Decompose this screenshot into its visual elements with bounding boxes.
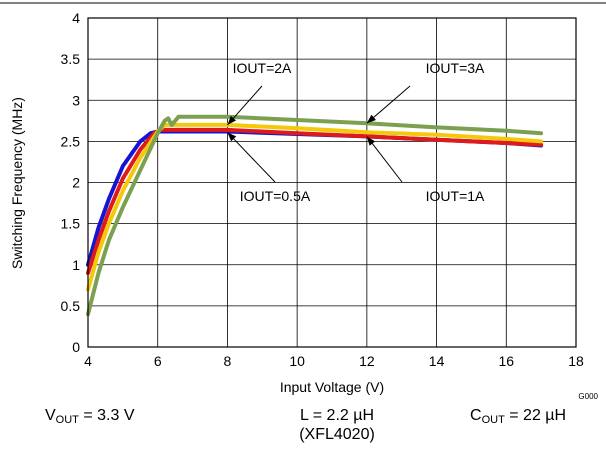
cout-subscript: OUT (481, 414, 505, 426)
vout-subscript: OUT (55, 414, 79, 426)
inductor-value: L = 2.2 µH (300, 407, 374, 424)
cout-symbol: C (470, 407, 482, 424)
annotation-label: IOUT=3A (426, 60, 485, 76)
y-axis-title: Switching Frequency (MHz) (9, 97, 25, 269)
y-tick-label: 2 (72, 175, 80, 191)
annotation-label: IOUT=0.5A (240, 188, 311, 204)
cout-value: = 22 µH (509, 407, 567, 424)
inductor-condition: L = 2.2 µH (XFL4020) (282, 406, 392, 444)
x-axis-title: Input Voltage (V) (280, 379, 384, 395)
x-tick-label: 8 (224, 353, 232, 369)
inductor-part: (XFL4020) (299, 426, 375, 443)
x-tick-label: 18 (568, 353, 584, 369)
series-line-iout-2a (86, 122, 544, 292)
cout-condition: COUT = 22 µH (470, 406, 566, 430)
plot-frame (87, 17, 577, 348)
x-tick-label: 12 (359, 353, 375, 369)
annotation-arrowhead (366, 136, 376, 146)
vout-symbol: V (45, 407, 56, 424)
annotation-label: IOUT=2A (233, 60, 292, 76)
y-tick-labels: 0 0.5 1 1.5 2 2.5 3 3.5 4 (61, 10, 81, 355)
y-tick-label: 0.5 (61, 298, 81, 314)
annotation-arrow (366, 85, 411, 124)
y-tick-label: 1 (72, 257, 80, 273)
x-tick-label: 10 (289, 353, 305, 369)
annotation-arrow (227, 131, 276, 183)
x-tick-label: 14 (429, 353, 445, 369)
series-group (86, 114, 544, 317)
x-tick-label: 4 (84, 353, 92, 369)
x-tick-labels: 4 6 8 10 12 14 16 18 (84, 353, 584, 369)
y-tick-label: 1.5 (61, 216, 81, 232)
y-tick-label: 0 (72, 339, 80, 355)
annotation-arrowhead (227, 132, 237, 142)
annotation-arrowhead (366, 114, 376, 124)
y-tick-label: 3.5 (61, 51, 81, 67)
annotation-label: IOUT=1A (426, 188, 485, 204)
x-tick-label: 6 (154, 353, 162, 369)
x-tick-label: 16 (498, 353, 514, 369)
vout-condition: VOUT = 3.3 V (45, 406, 135, 430)
y-tick-label: 2.5 (61, 133, 81, 149)
annotations: IOUT=2A IOUT=3A IOUT=0.5A IOUT=1A (227, 60, 485, 204)
y-tick-label: 3 (72, 92, 80, 108)
annotation-arrowhead (227, 115, 237, 125)
annotation-arrow (366, 136, 403, 183)
figure-code: G000 (578, 392, 598, 400)
series-line-iout-3a (86, 114, 544, 317)
y-tick-label: 4 (72, 10, 80, 26)
vout-value: = 3.3 V (83, 407, 135, 424)
grid (87, 17, 577, 348)
switching-frequency-chart: 00.511.522.533.54 4 6 8 10 12 14 16 18 IOUT=2A I… (0, 2, 606, 400)
